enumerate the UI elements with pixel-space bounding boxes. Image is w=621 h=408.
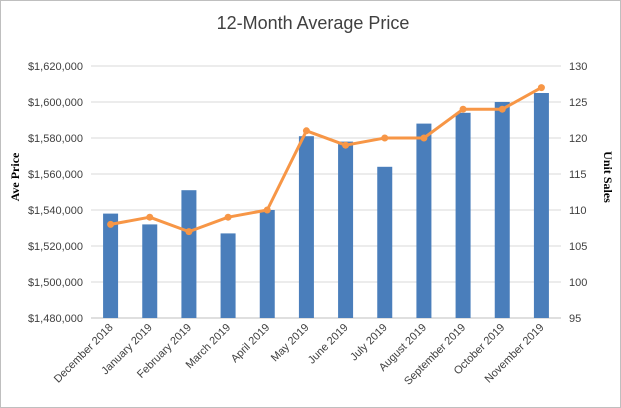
y2-axis-ticks: 95 100 105 110 115 120 125 130 (569, 61, 587, 325)
line-series (107, 84, 545, 236)
y-tick-label: $1,620,000 (28, 61, 83, 73)
bar (298, 136, 314, 318)
bar (416, 123, 432, 318)
y2-axis-title: Unit Sales (601, 151, 615, 203)
y-tick-label: $1,520,000 (28, 241, 83, 253)
line-point (146, 213, 154, 221)
line-point (459, 105, 467, 113)
line-point (107, 220, 115, 228)
y2-tick-label: 130 (569, 61, 587, 73)
chart-title: 12-Month Average Price (217, 13, 410, 33)
line-point (498, 105, 506, 113)
x-tick-label: April 2019 (229, 322, 273, 366)
y-tick-label: $1,600,000 (28, 97, 83, 109)
line-point (537, 84, 545, 92)
y-tick-label: $1,560,000 (28, 169, 83, 181)
line-point (381, 134, 389, 142)
y2-tick-label: 105 (569, 241, 587, 253)
y2-tick-label: 100 (569, 277, 587, 289)
line-point (302, 127, 310, 135)
bar (181, 190, 197, 318)
bar (338, 141, 354, 318)
y2-tick-label: 110 (569, 205, 587, 217)
y-tick-label: $1,480,000 (28, 313, 83, 325)
y-axis-ticks: $1,480,000 $1,500,000 $1,520,000 $1,540,000… (28, 61, 83, 325)
bar (259, 210, 275, 318)
bar (142, 224, 158, 318)
bar (377, 166, 393, 318)
bar (494, 102, 510, 318)
line-point (224, 213, 232, 221)
bar-series (103, 93, 549, 318)
bar (220, 233, 236, 318)
line-point (263, 206, 271, 214)
y2-tick-label: 120 (569, 133, 587, 145)
bar (533, 93, 549, 318)
y-axis-title: Ave Price (8, 152, 22, 201)
y-tick-label: $1,540,000 (28, 205, 83, 217)
line-point (185, 228, 193, 236)
bar (455, 112, 471, 318)
y2-tick-label: 125 (569, 97, 587, 109)
series-line (110, 86, 543, 234)
gridlines (91, 65, 561, 319)
y-tick-label: $1,580,000 (28, 133, 83, 145)
y-tick-label: $1,500,000 (28, 277, 83, 289)
line-point (420, 134, 428, 142)
bar (103, 213, 119, 318)
y2-tick-label: 115 (569, 169, 587, 181)
x-tick-label: July 2019 (348, 322, 390, 364)
x-tick-label: June 2019 (306, 322, 351, 367)
line-point (342, 141, 350, 149)
y2-tick-label: 95 (569, 313, 581, 325)
